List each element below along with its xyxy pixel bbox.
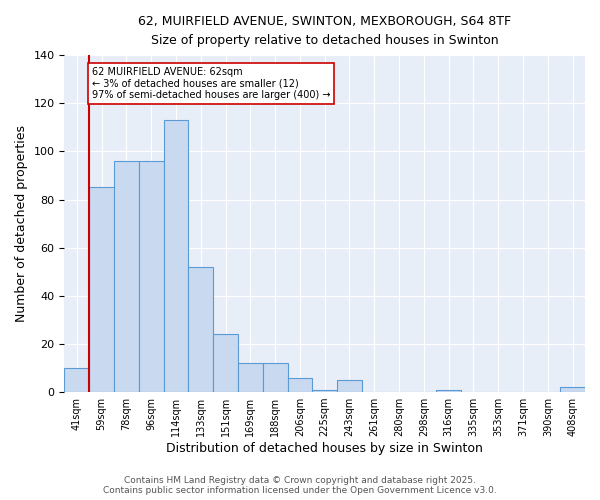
Bar (337, 380, 362, 392)
Bar (64, 368, 89, 392)
Title: 62, MUIRFIELD AVENUE, SWINTON, MEXBOROUGH, S64 8TF
Size of property relative to : 62, MUIRFIELD AVENUE, SWINTON, MEXBOROUG… (138, 15, 511, 47)
Bar (188, 267, 213, 392)
Bar (89, 188, 114, 392)
Bar (313, 390, 337, 392)
Bar (560, 388, 585, 392)
Bar (263, 363, 287, 392)
Bar (287, 378, 313, 392)
Bar (139, 161, 164, 392)
Bar (213, 334, 238, 392)
Text: Contains HM Land Registry data © Crown copyright and database right 2025.
Contai: Contains HM Land Registry data © Crown c… (103, 476, 497, 495)
Text: 62 MUIRFIELD AVENUE: 62sqm
← 3% of detached houses are smaller (12)
97% of semi-: 62 MUIRFIELD AVENUE: 62sqm ← 3% of detac… (92, 67, 330, 100)
Bar (436, 390, 461, 392)
X-axis label: Distribution of detached houses by size in Swinton: Distribution of detached houses by size … (166, 442, 483, 455)
Bar (164, 120, 188, 392)
Bar (238, 363, 263, 392)
Y-axis label: Number of detached properties: Number of detached properties (15, 125, 28, 322)
Bar (114, 161, 139, 392)
